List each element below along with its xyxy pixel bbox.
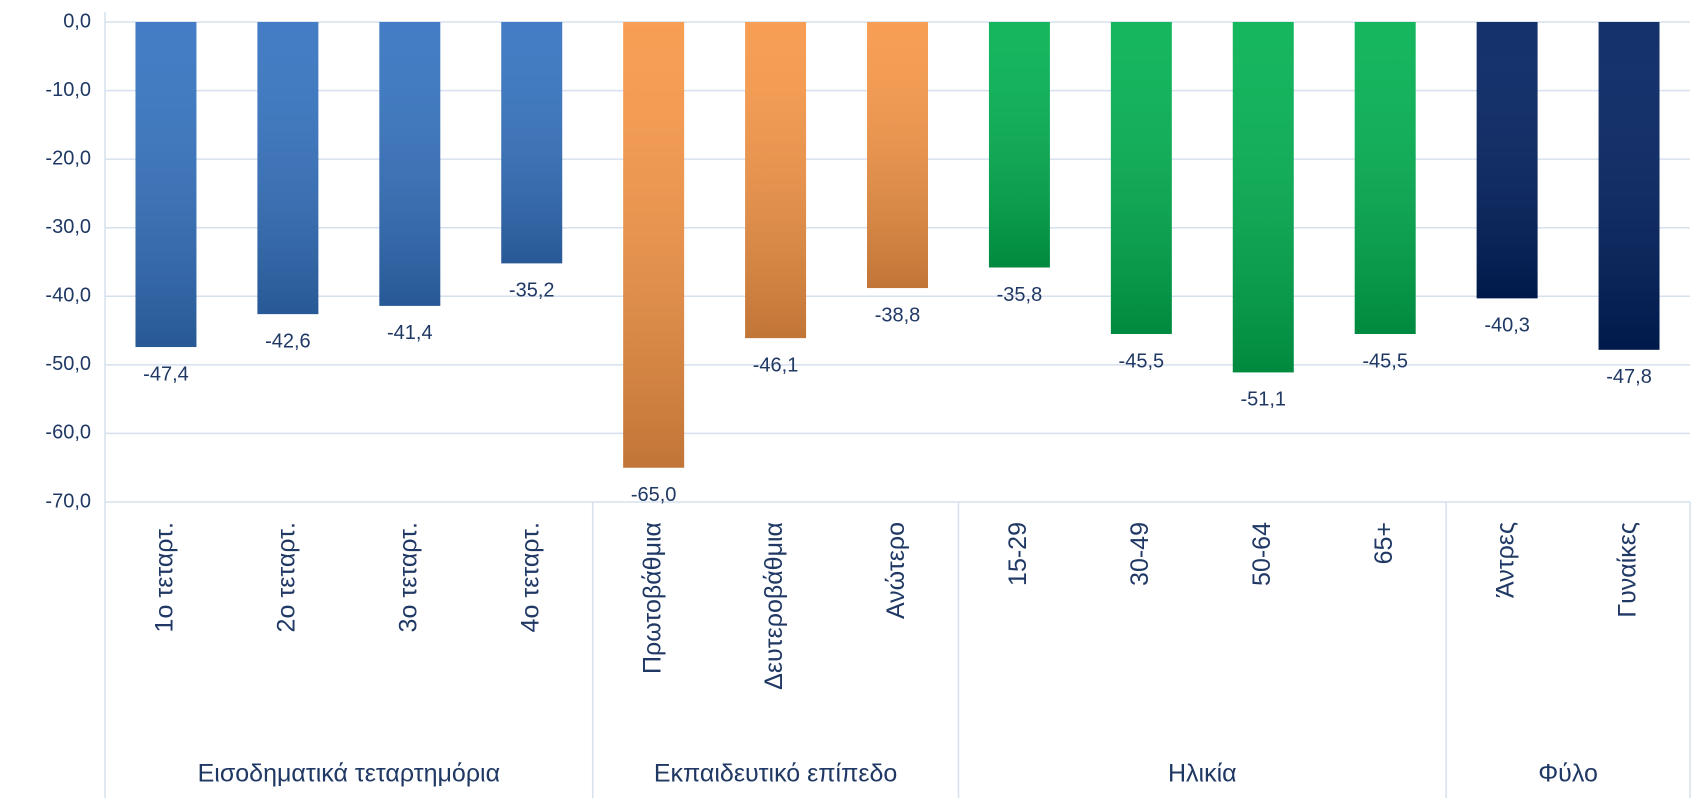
- group-label: Εισοδηματικά τεταρτημόρια: [198, 760, 500, 788]
- bar-shade: [988, 22, 1050, 268]
- x-tick-label: 3ο τεταρτ.: [394, 522, 422, 632]
- value-label: -47,4: [143, 363, 189, 385]
- bar-shade: [1354, 22, 1416, 334]
- y-tick-label: -50,0: [45, 353, 91, 375]
- value-label: -46,1: [753, 354, 799, 376]
- x-tick-label: Γυναίκες: [1614, 522, 1642, 618]
- bar-shade: [1110, 22, 1172, 334]
- value-label: -65,0: [631, 484, 677, 506]
- value-label: -45,5: [1362, 350, 1408, 372]
- group-label: Εκπαιδευτικό επίπεδο: [654, 760, 897, 788]
- bar-shade: [501, 22, 563, 264]
- value-label: -35,2: [509, 280, 555, 302]
- x-tick-label: Πρωτοβάθμια: [638, 522, 666, 674]
- value-label: -35,8: [997, 284, 1043, 306]
- y-tick-label: 0,0: [63, 10, 91, 32]
- bar-shade: [257, 22, 319, 315]
- x-tick-label: 1ο τεταρτ.: [151, 522, 179, 632]
- bar-shade: [379, 22, 441, 306]
- group-label: Ηλικία: [1168, 760, 1237, 788]
- bar-shade: [867, 22, 928, 289]
- x-tick-label: 30-49: [1126, 522, 1154, 586]
- y-tick-label: -70,0: [45, 490, 91, 512]
- x-tick-label: Άντρες: [1492, 522, 1520, 598]
- y-tick-label: -30,0: [45, 216, 91, 238]
- x-tick-label: 2ο τεταρτ.: [272, 522, 300, 632]
- y-tick-label: -40,0: [45, 285, 91, 307]
- x-tick-label: 50-64: [1248, 522, 1276, 586]
- value-label: -42,6: [265, 330, 311, 352]
- y-tick-label: -60,0: [45, 422, 91, 444]
- x-tick-label: Ανώτερο: [882, 522, 910, 619]
- bar-shade: [623, 22, 685, 468]
- x-tick-label: Δευτεροβάθμια: [760, 522, 788, 690]
- bar-shade: [135, 22, 197, 348]
- x-tick-label: 4ο τεταρτ.: [516, 522, 544, 632]
- y-tick-label: -10,0: [45, 79, 91, 101]
- x-tick-label: 15-29: [1004, 522, 1032, 586]
- value-label: -40,3: [1484, 315, 1530, 337]
- bar-shade: [1598, 22, 1660, 350]
- value-label: -41,4: [387, 322, 433, 344]
- value-label: -47,8: [1606, 366, 1652, 388]
- bar-shade: [745, 22, 807, 339]
- group-label: Φύλο: [1538, 760, 1598, 788]
- bar-shade: [1476, 22, 1538, 299]
- y-tick-label: -20,0: [45, 147, 91, 169]
- x-tick-label: 65+: [1370, 522, 1398, 564]
- value-label: -51,1: [1240, 389, 1286, 411]
- value-label: -38,8: [875, 304, 921, 326]
- bar-shade: [1232, 22, 1294, 373]
- value-label: -45,5: [1119, 350, 1165, 372]
